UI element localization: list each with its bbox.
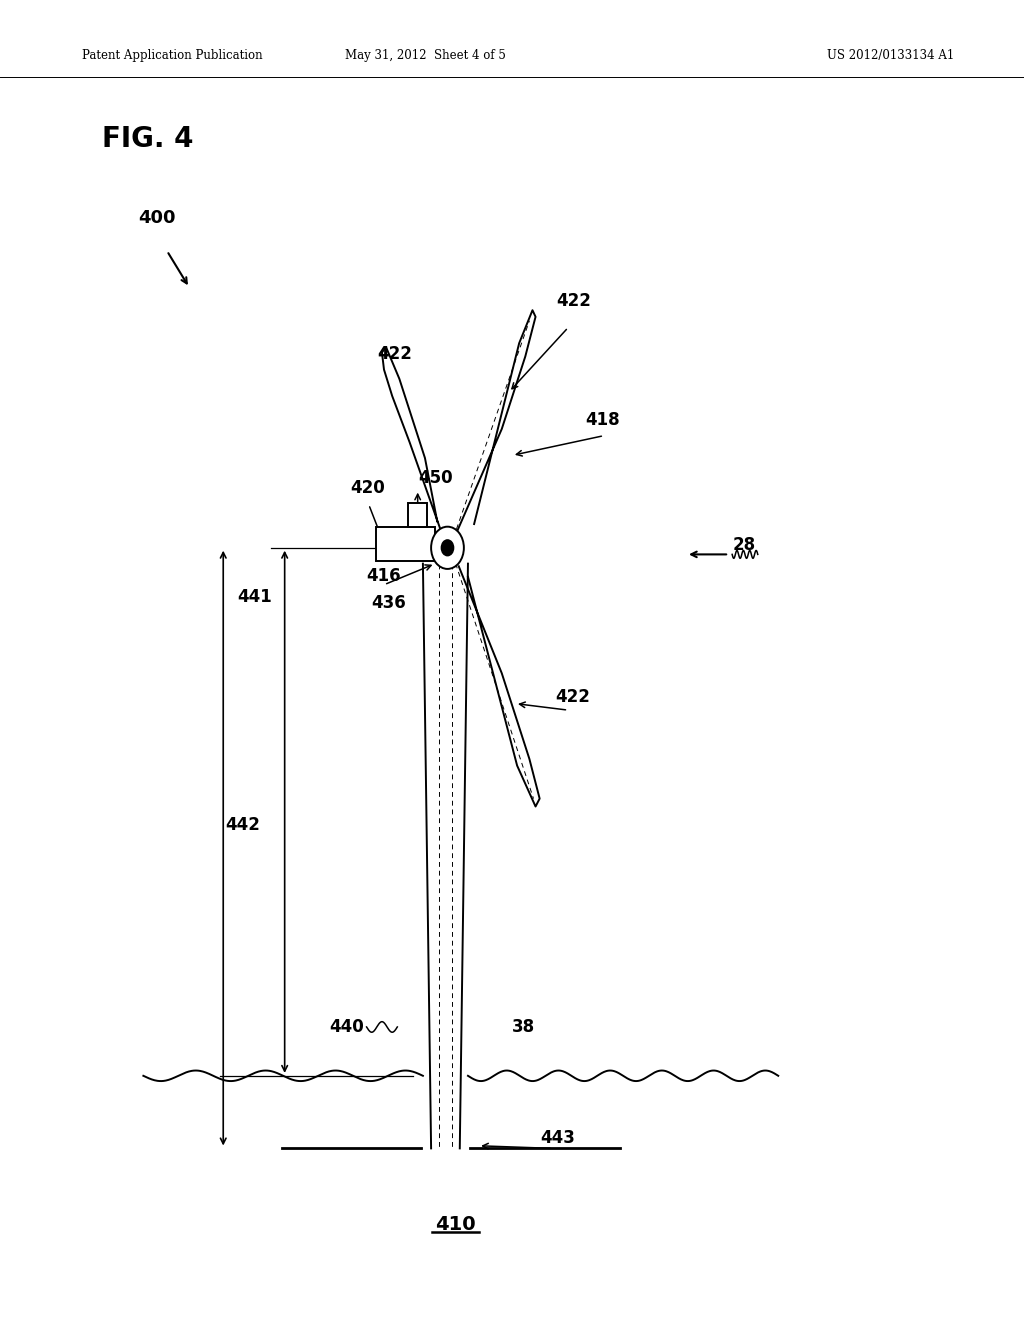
Circle shape xyxy=(441,540,454,556)
Text: 38: 38 xyxy=(512,1018,536,1036)
Text: 418: 418 xyxy=(586,411,621,429)
Bar xyxy=(376,527,435,561)
Text: 400: 400 xyxy=(138,209,176,227)
Bar xyxy=(409,503,427,527)
Text: 422: 422 xyxy=(555,688,590,706)
Text: Patent Application Publication: Patent Application Publication xyxy=(82,49,262,62)
Text: 416: 416 xyxy=(367,566,401,585)
Text: 442: 442 xyxy=(225,816,260,834)
Text: 410: 410 xyxy=(435,1216,476,1234)
Text: 440: 440 xyxy=(330,1018,365,1036)
Text: 436: 436 xyxy=(372,594,407,612)
Text: 422: 422 xyxy=(556,292,591,310)
Text: May 31, 2012  Sheet 4 of 5: May 31, 2012 Sheet 4 of 5 xyxy=(344,49,506,62)
Text: 443: 443 xyxy=(541,1129,575,1147)
Text: US 2012/0133134 A1: US 2012/0133134 A1 xyxy=(827,49,954,62)
Text: 420: 420 xyxy=(350,479,385,498)
Text: FIG. 4: FIG. 4 xyxy=(102,125,194,153)
Text: 28: 28 xyxy=(732,536,756,554)
Text: 422: 422 xyxy=(377,345,412,363)
Circle shape xyxy=(431,527,464,569)
Text: 450: 450 xyxy=(418,469,453,487)
Text: 441: 441 xyxy=(238,587,272,606)
